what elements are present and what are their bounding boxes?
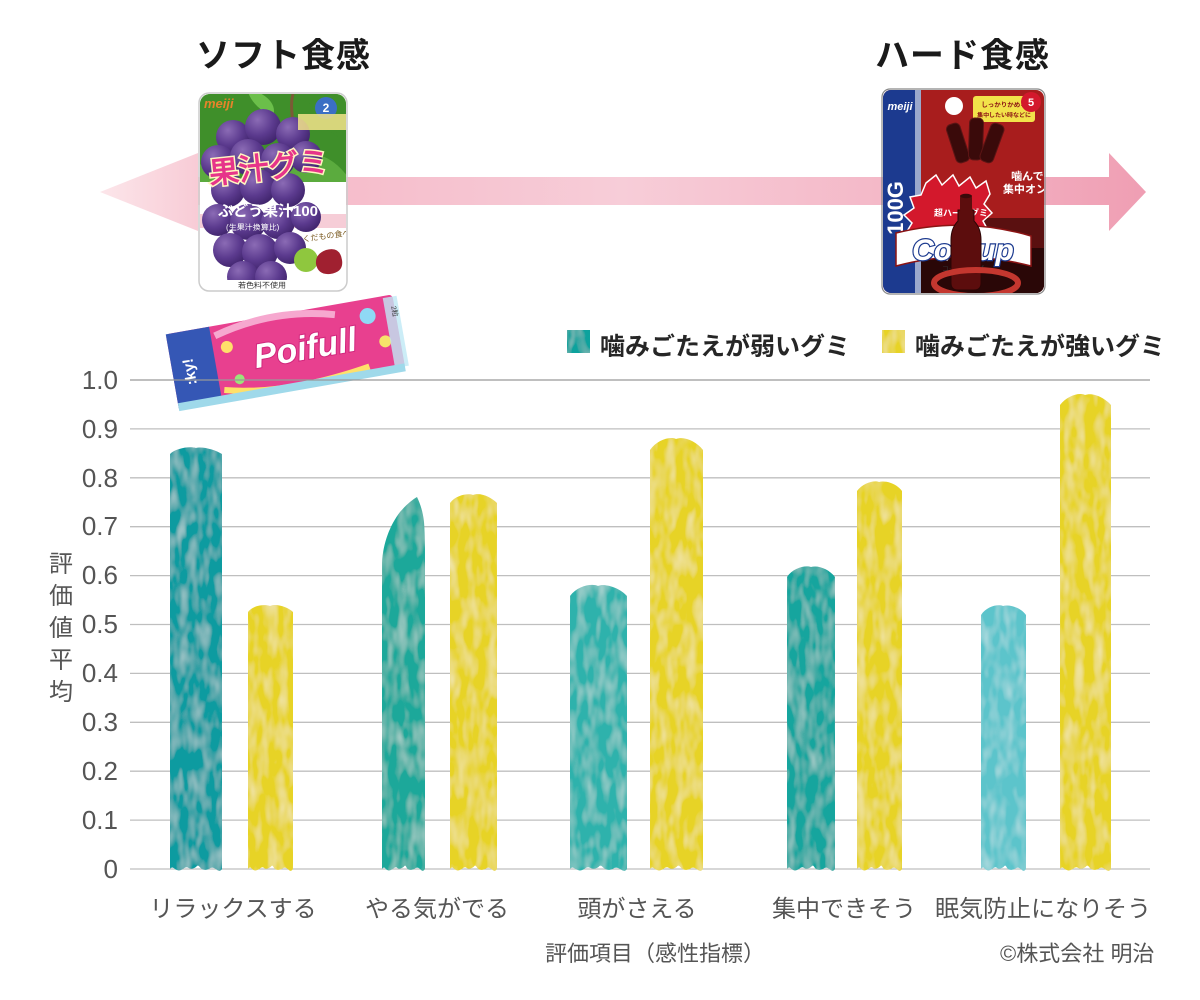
svg-text:0.8: 0.8: [82, 463, 118, 493]
svg-text:0.4: 0.4: [82, 658, 118, 688]
svg-text:評: 評: [49, 551, 73, 578]
svg-text:頭がさえる: 頭がさえる: [577, 896, 696, 923]
svg-text:0.6: 0.6: [82, 560, 118, 590]
svg-text:©株式会社 明治: ©株式会社 明治: [1000, 941, 1154, 966]
svg-text:評価項目（感性指標）: 評価項目（感性指標）: [545, 941, 765, 966]
svg-text:0.1: 0.1: [82, 805, 118, 835]
svg-text:やる気がでる: やる気がでる: [365, 896, 509, 923]
svg-text:0.3: 0.3: [82, 707, 118, 737]
svg-text:0.2: 0.2: [82, 756, 118, 786]
svg-text:集中できそう: 集中できそう: [772, 896, 916, 923]
svg-text:眠気防止になりそう: 眠気防止になりそう: [935, 896, 1151, 923]
svg-text:値: 値: [49, 615, 73, 642]
svg-text:平: 平: [49, 647, 73, 674]
svg-text:1.0: 1.0: [82, 365, 118, 395]
svg-text:リラックスする: リラックスする: [149, 896, 316, 923]
svg-text:0.9: 0.9: [82, 414, 118, 444]
svg-text:0.7: 0.7: [82, 511, 118, 541]
svg-text:0: 0: [104, 854, 118, 884]
svg-text:均: 均: [49, 679, 73, 706]
svg-text:価: 価: [49, 583, 73, 610]
svg-text:0.5: 0.5: [82, 609, 118, 639]
